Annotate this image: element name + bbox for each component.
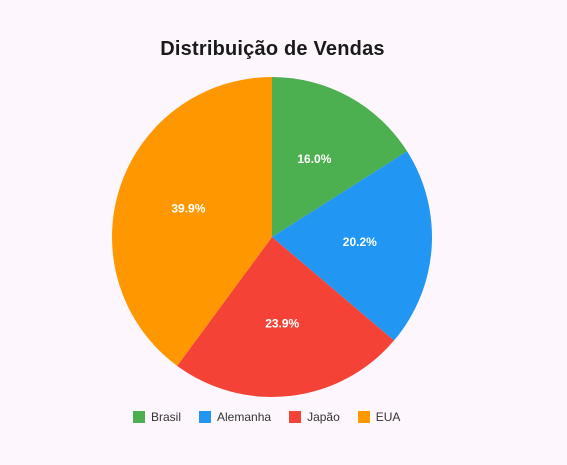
slice-label-eua: 39.9% [171, 202, 205, 216]
legend: Brasil Alemanha Japão EUA [133, 410, 418, 424]
slice-label-brasil: 16.0% [297, 152, 331, 166]
legend-item-japao[interactable]: Japão [289, 410, 340, 424]
pie-slice-brasil[interactable] [272, 77, 408, 237]
legend-label-japao: Japão [307, 410, 340, 424]
legend-label-alemanha: Alemanha [217, 410, 272, 424]
legend-item-alemanha[interactable]: Alemanha [199, 410, 271, 424]
legend-swatch-brasil [133, 411, 145, 423]
slice-label-alemanha: 20.2% [343, 235, 377, 249]
pie-slice-japão[interactable] [177, 237, 394, 397]
legend-label-brasil: Brasil [151, 410, 182, 424]
pie-slice-alemanha[interactable] [272, 151, 433, 341]
legend-item-brasil[interactable]: Brasil [133, 410, 181, 424]
legend-label-eua: EUA [375, 410, 401, 424]
legend-swatch-alemanha [199, 411, 212, 423]
chart-title: Distribuição de Vendas [160, 38, 385, 60]
legend-swatch-eua [357, 411, 370, 423]
slice-labels-group: 16.0% 20.2% 23.9% 39.9% [171, 152, 377, 331]
slice-label-japão: 23.9% [265, 317, 299, 331]
legend-swatch-japao [289, 411, 302, 423]
slices-group [112, 77, 433, 397]
legend-item-eua[interactable]: EUA [357, 410, 401, 424]
pie-slice-eua[interactable] [112, 77, 273, 366]
